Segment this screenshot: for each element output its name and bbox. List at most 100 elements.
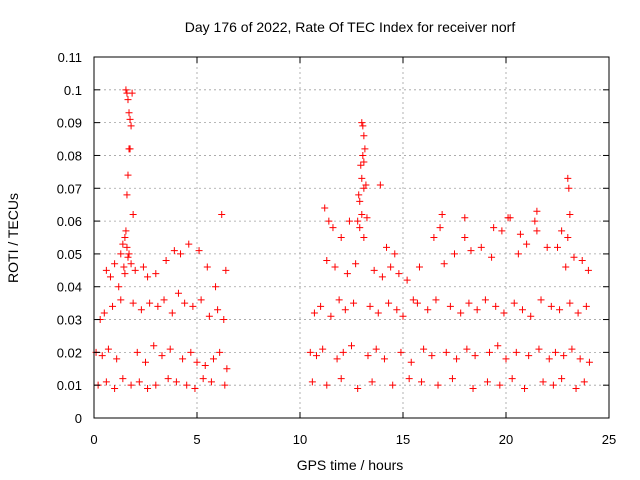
y-tick-label: 0.02 <box>57 345 82 360</box>
data-point <box>345 217 353 225</box>
data-point <box>533 207 541 215</box>
data-point <box>181 299 189 307</box>
data-point <box>102 266 110 274</box>
data-point <box>152 381 160 389</box>
data-point <box>98 352 106 360</box>
data-point <box>366 302 374 310</box>
data-point <box>387 263 395 271</box>
data-point <box>584 266 592 274</box>
data-point <box>124 96 132 104</box>
data-point <box>193 358 201 366</box>
data-point <box>451 250 458 258</box>
data-point <box>383 243 391 251</box>
data-point <box>122 227 130 235</box>
data-point <box>166 345 174 353</box>
data-point <box>477 243 485 251</box>
data-point <box>469 384 477 392</box>
data-point <box>395 270 403 278</box>
plot-frame <box>93 56 610 419</box>
data-point <box>453 355 461 363</box>
data-point <box>393 306 401 314</box>
data-point <box>331 263 339 271</box>
data-point <box>498 227 506 235</box>
x-tick-label: 10 <box>293 432 307 447</box>
data-point <box>144 273 152 281</box>
data-point <box>409 296 417 304</box>
data-point <box>566 299 574 307</box>
data-point <box>471 352 479 360</box>
data-point <box>323 256 331 264</box>
data-point <box>124 171 132 179</box>
data-point <box>368 378 376 386</box>
data-point <box>391 250 399 258</box>
data-point <box>120 263 128 271</box>
data-point <box>490 224 498 232</box>
data-point <box>442 348 450 356</box>
y-tick-label: 0.06 <box>57 214 82 229</box>
data-point <box>385 299 393 307</box>
y-tick-label: 0.05 <box>57 247 82 262</box>
data-point <box>372 345 380 353</box>
data-point <box>440 260 448 268</box>
data-point <box>523 240 531 248</box>
x-tick-label: 25 <box>602 432 616 447</box>
y-tick-labels: 0 0.01 0.02 0.03 0.04 0.05 0.06 0.07 0.08 0.09 0.1… <box>57 50 82 426</box>
data-point <box>531 217 539 225</box>
y-tick-label: 0.03 <box>57 313 82 328</box>
x-tick-label: 0 <box>90 432 97 447</box>
data-point <box>405 375 413 383</box>
data-point <box>461 234 469 241</box>
data-point <box>127 122 135 130</box>
data-point <box>142 358 149 366</box>
data-point <box>516 230 524 238</box>
data-point <box>354 384 362 392</box>
data-point <box>448 375 456 383</box>
data-point <box>133 348 141 356</box>
data-point <box>415 263 423 271</box>
data-point <box>111 260 119 268</box>
data-point <box>214 306 222 314</box>
data-point <box>527 312 535 320</box>
data-point <box>144 384 152 392</box>
data-point <box>403 276 411 284</box>
chart-title: Day 176 of 2022, Rate Of TEC Index for r… <box>185 19 516 35</box>
data-point <box>360 158 368 166</box>
data-point <box>348 342 355 350</box>
data-point <box>218 211 226 219</box>
data-point <box>359 151 367 159</box>
data-point <box>337 375 345 383</box>
data-point <box>565 184 573 192</box>
data-point <box>131 266 139 274</box>
data-point <box>195 247 203 255</box>
data-point <box>362 181 370 189</box>
data-point <box>335 296 343 304</box>
data-point <box>333 355 341 363</box>
data-point <box>129 299 137 307</box>
y-tick-label: 0.1 <box>64 83 82 98</box>
data-point <box>100 309 108 317</box>
data-point <box>585 358 593 366</box>
y-tick-label: 0.09 <box>57 116 82 131</box>
data-points <box>92 86 593 392</box>
data-point <box>158 352 166 360</box>
data-point <box>308 378 316 386</box>
data-point <box>111 384 119 392</box>
data-point <box>355 191 363 199</box>
data-point <box>154 302 162 310</box>
data-point <box>428 352 436 360</box>
data-point <box>525 352 533 360</box>
data-point <box>109 302 117 310</box>
data-point <box>325 217 333 225</box>
data-point <box>465 299 473 307</box>
data-point <box>121 270 129 278</box>
data-point <box>363 214 371 222</box>
data-point <box>343 270 351 278</box>
data-point <box>483 378 491 386</box>
data-point <box>424 306 432 314</box>
data-point <box>191 384 199 392</box>
data-point <box>500 309 508 317</box>
data-point <box>216 348 224 356</box>
data-point <box>164 375 172 383</box>
data-point <box>481 296 489 304</box>
